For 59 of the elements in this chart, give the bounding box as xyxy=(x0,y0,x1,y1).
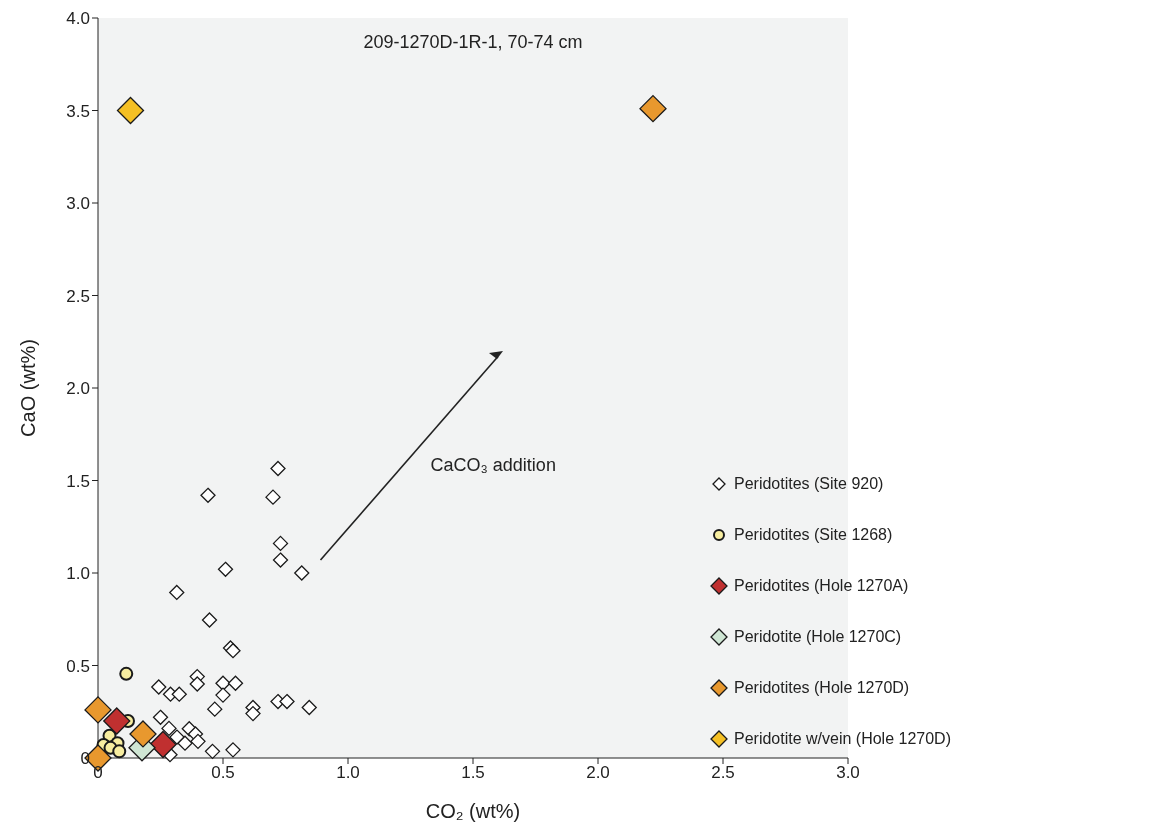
y-tick-label: 3.5 xyxy=(66,101,90,121)
annotation: CaCO₃ addition xyxy=(430,455,556,476)
point xyxy=(279,693,295,710)
point xyxy=(294,565,310,581)
legend-label: Peridotites (Site 920) xyxy=(734,474,884,493)
y-tick-label: 1.0 xyxy=(66,564,90,584)
point xyxy=(227,675,244,691)
y-tick-label: 2.0 xyxy=(66,379,90,399)
point xyxy=(129,720,157,748)
point xyxy=(272,535,289,552)
point xyxy=(119,666,134,681)
y-tick-label: 4.0 xyxy=(66,9,90,29)
point xyxy=(149,730,177,759)
x-tick-label: 1.5 xyxy=(461,763,485,783)
point xyxy=(84,696,112,724)
point xyxy=(177,735,193,751)
point xyxy=(169,584,185,601)
legend-label: Peridotite (Hole 1270C) xyxy=(734,627,902,646)
point xyxy=(152,709,169,725)
x-tick-label: 0 xyxy=(93,763,103,783)
point xyxy=(112,744,127,759)
point xyxy=(207,701,223,717)
x-tick-label: 0.5 xyxy=(211,763,235,783)
x-tick-label: 1.0 xyxy=(336,763,360,783)
point xyxy=(161,720,177,737)
point xyxy=(103,707,131,735)
point xyxy=(190,733,206,749)
point xyxy=(151,679,167,695)
point xyxy=(215,675,231,691)
point xyxy=(225,742,241,758)
legend-label: Peridotites (Hole 1270D) xyxy=(734,678,910,697)
x-tick-label: 3.0 xyxy=(836,763,860,783)
point xyxy=(204,743,221,759)
legend-label: Peridotite w/vein (Hole 1270D) xyxy=(734,729,951,748)
y-axis-title: CaO (wt%) xyxy=(17,339,40,437)
x-tick-label: 2.5 xyxy=(711,763,735,783)
x-tick-label: 2.0 xyxy=(586,763,610,783)
legend-label: Peridotites (Site 1268) xyxy=(734,525,893,544)
point xyxy=(189,676,205,692)
point xyxy=(215,687,231,703)
point xyxy=(200,487,216,503)
point xyxy=(270,460,286,477)
point xyxy=(217,561,234,577)
x-axis-title: CO₂ (wt%) xyxy=(425,800,521,822)
y-tick-label: 1.5 xyxy=(66,471,90,491)
point xyxy=(171,686,187,702)
y-tick-label: 3.0 xyxy=(66,194,90,214)
y-tick-label: 0 xyxy=(80,749,90,769)
point xyxy=(301,699,317,716)
text: 209-1270D-1R-1, 70-74 cm xyxy=(363,32,583,52)
y-tick-label: 0.5 xyxy=(66,656,90,676)
point xyxy=(639,95,667,123)
point xyxy=(201,612,218,628)
point xyxy=(272,552,289,568)
point xyxy=(245,705,261,722)
point xyxy=(116,96,145,125)
point xyxy=(265,489,281,505)
legend-label: Peridotites (Hole 1270A) xyxy=(734,576,909,595)
y-tick-label: 2.5 xyxy=(66,286,90,306)
